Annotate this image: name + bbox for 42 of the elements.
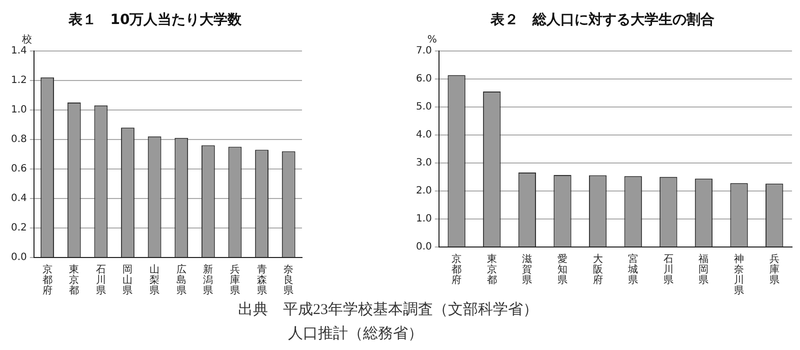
chart-title: 表２ 総人口に対する大学生の割合 bbox=[490, 11, 714, 28]
y-tick-label: 0.2 bbox=[10, 222, 27, 234]
y-tick-label: 3.0 bbox=[416, 158, 432, 169]
x-tick-label: 兵庫県 bbox=[230, 263, 240, 296]
y-tick-label: 1.0 bbox=[416, 214, 432, 225]
y-tick-label: 0.6 bbox=[10, 164, 27, 175]
y-tick-label: 0.0 bbox=[10, 252, 27, 264]
x-tick-label: 広島県 bbox=[176, 263, 186, 296]
x-tick-label: 奈良県 bbox=[284, 264, 294, 296]
y-tick-label: 1.4 bbox=[10, 45, 27, 56]
x-tick-label: 京都府 bbox=[42, 263, 52, 296]
x-tick-label: 兵庫県 bbox=[769, 252, 780, 286]
x-tick-label: 山梨県 bbox=[150, 263, 160, 296]
y-tick-label: 5.0 bbox=[416, 101, 432, 112]
x-tick-label: 愛知県 bbox=[557, 252, 568, 286]
x-tick-label: 京都府 bbox=[452, 252, 462, 286]
x-tick-label: 神奈川県 bbox=[734, 252, 744, 296]
y-tick-label: 0.0 bbox=[416, 242, 432, 253]
y-tick-label: 1.0 bbox=[10, 104, 27, 116]
x-tick-label: 石川県 bbox=[663, 254, 674, 286]
x-tick-label: 石川県 bbox=[96, 264, 106, 296]
y-tick-label: 0.4 bbox=[10, 193, 27, 204]
x-tick-label: 福岡県 bbox=[698, 252, 709, 286]
y-tick-label: 0.8 bbox=[10, 134, 27, 145]
x-tick-label: 大阪府 bbox=[592, 252, 603, 286]
y-tick-label: 1.2 bbox=[10, 74, 27, 86]
y-tick-label: 2.0 bbox=[416, 186, 432, 197]
y-tick-label: 4.0 bbox=[416, 129, 432, 140]
x-tick-label: 岡山県 bbox=[122, 264, 133, 296]
x-tick-label: 新潟県 bbox=[203, 263, 214, 296]
x-tick-label: 東京都 bbox=[69, 263, 80, 296]
y-tick-label: 7.0 bbox=[416, 45, 432, 56]
y-axis-title: 校 bbox=[20, 33, 32, 46]
source-note: 出典 平成23年学校基本調査（文部科学省） bbox=[238, 300, 538, 320]
x-tick-label: 滋賀県 bbox=[522, 252, 532, 286]
y-axis-title: % bbox=[427, 34, 437, 46]
text: 人口推計（総務省） bbox=[287, 324, 424, 344]
y-tick-label: 6.0 bbox=[416, 73, 432, 84]
x-tick-label: 東京都 bbox=[486, 252, 497, 286]
x-tick-label: 宮城県 bbox=[627, 252, 638, 286]
x-tick-label: 青森県 bbox=[256, 263, 267, 296]
chart-title: 表１ 10万人当たり大学数 bbox=[67, 12, 243, 28]
